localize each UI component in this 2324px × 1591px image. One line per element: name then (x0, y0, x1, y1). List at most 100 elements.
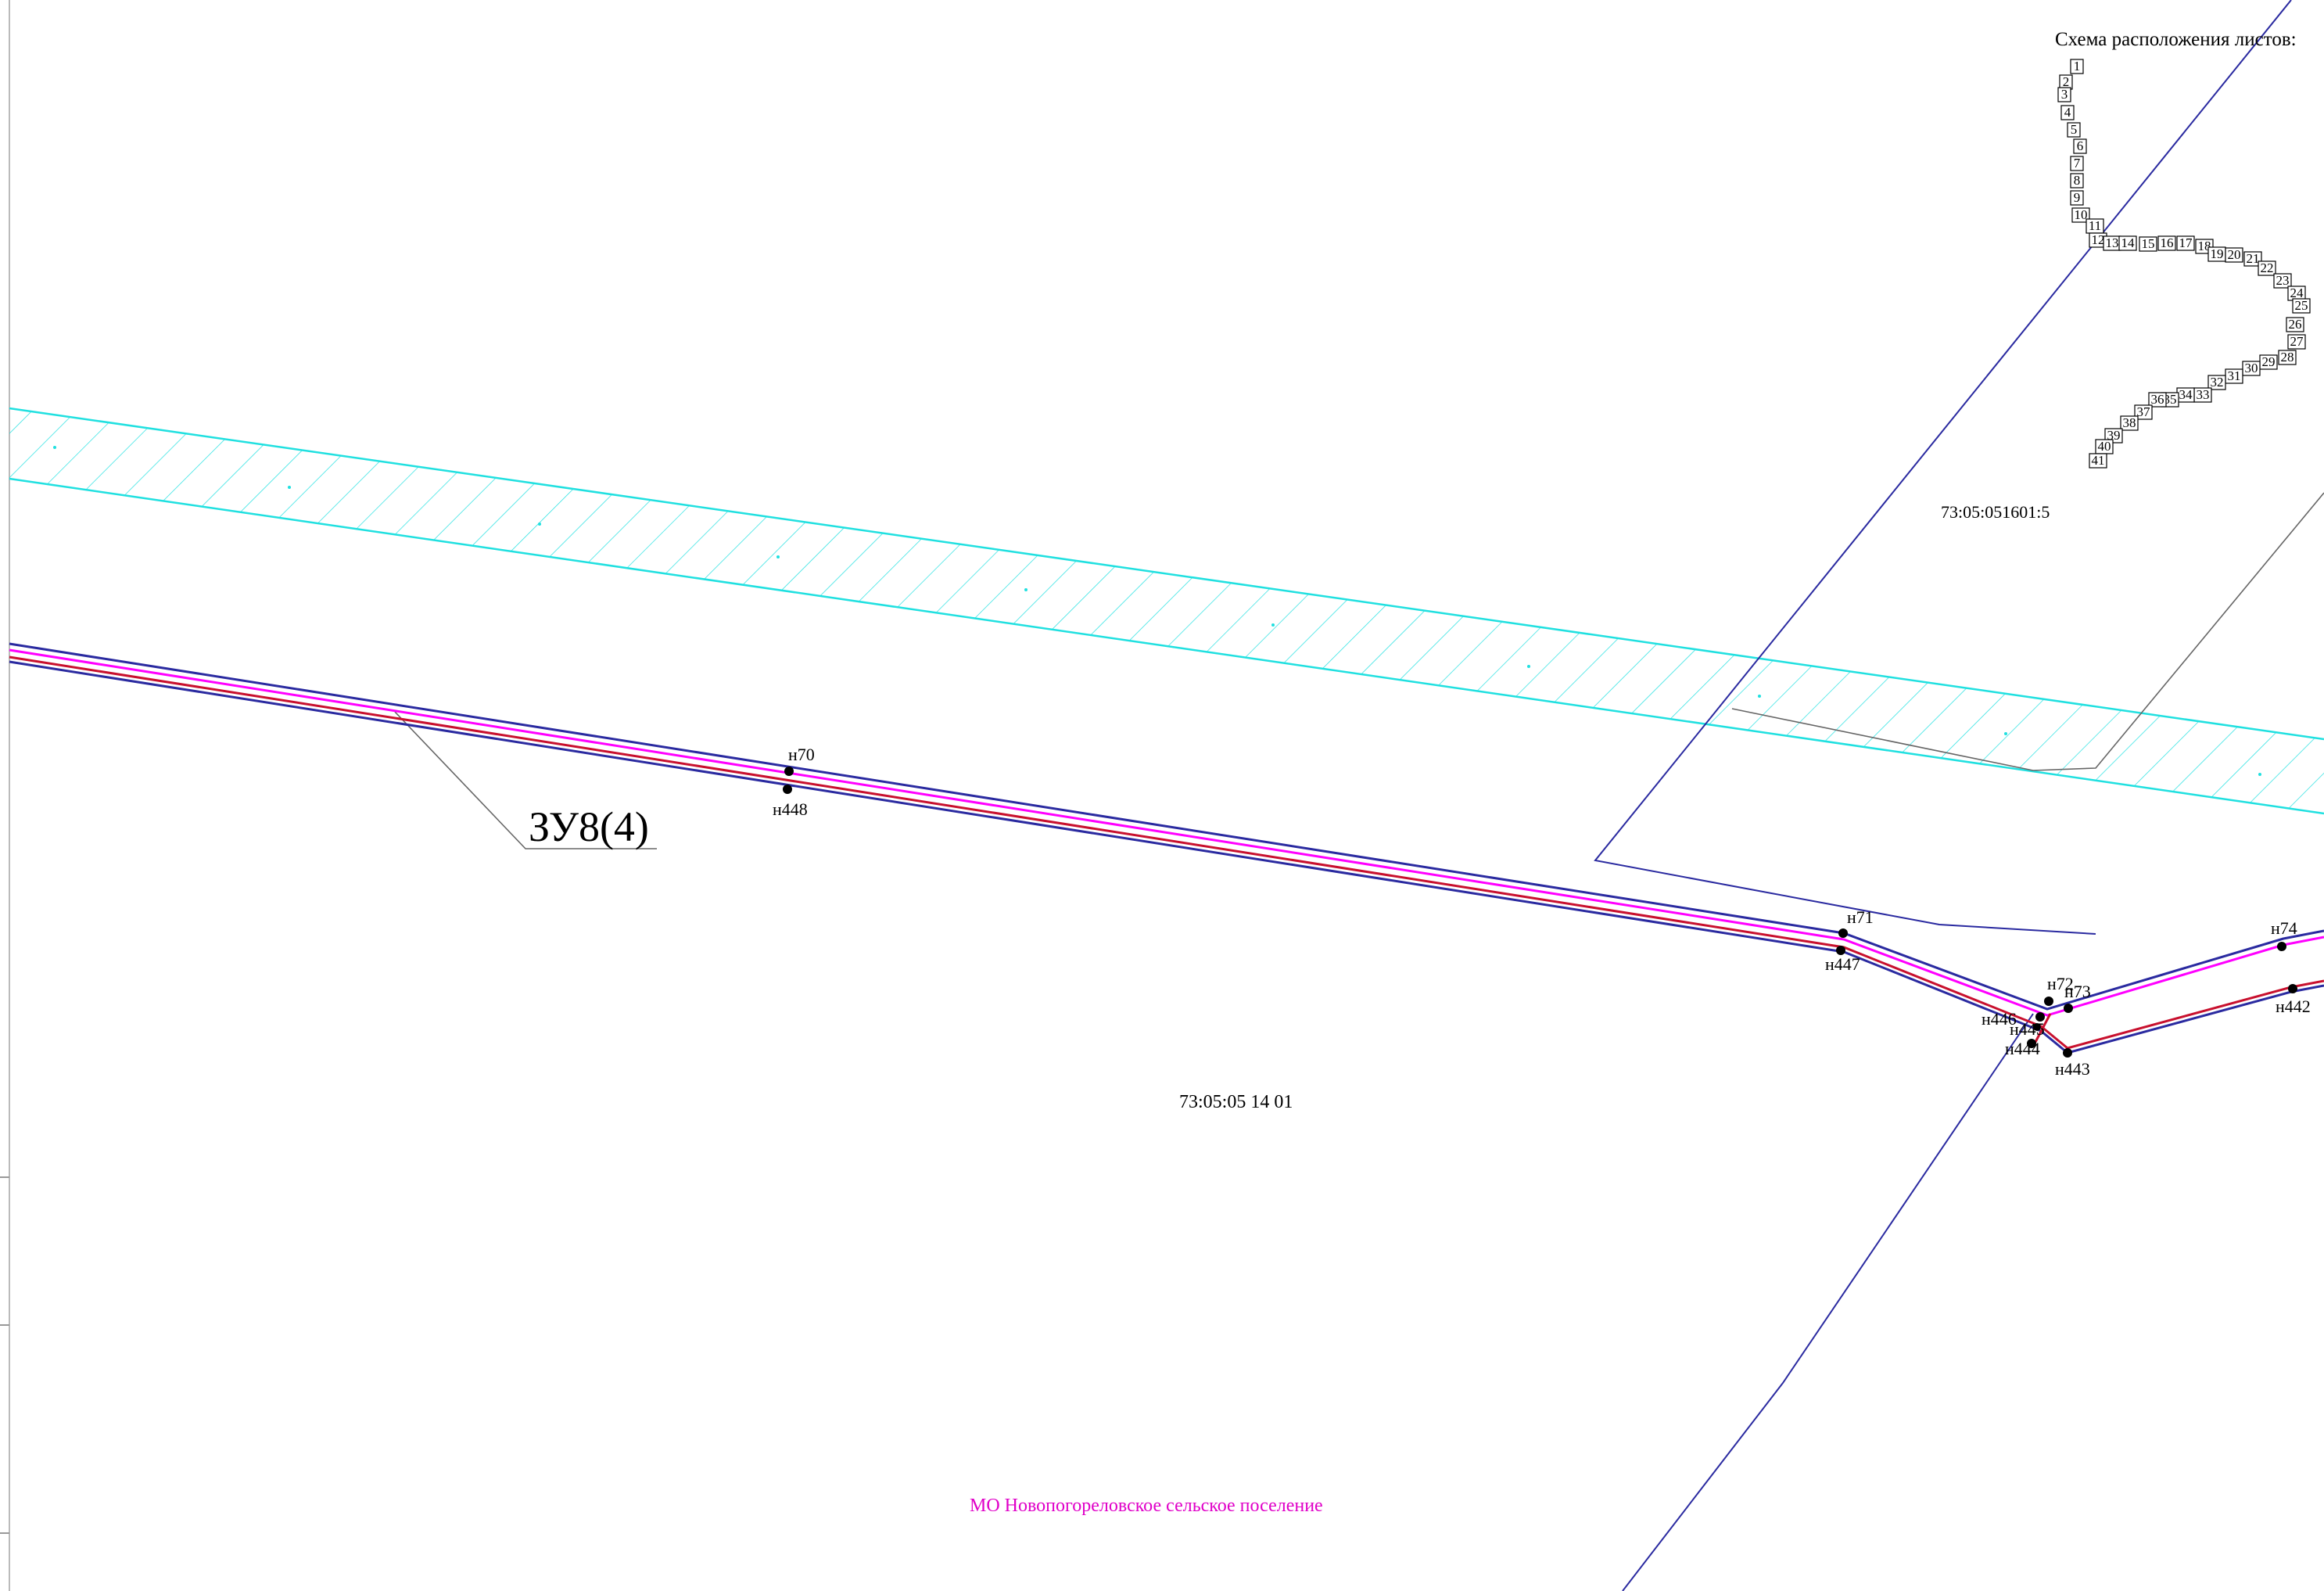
point-n73 (2064, 1004, 2073, 1013)
point-n71 (1838, 928, 1848, 938)
label-n70: н70 (788, 745, 815, 764)
sheet-number: 11 (2089, 218, 2101, 233)
label-n446: н446 (1981, 1009, 2017, 1029)
quarter-number: 73:05:05 14 01 (1179, 1092, 1293, 1112)
sheet-number: 12 (2092, 232, 2105, 247)
sheet-box-33: 33 (2193, 387, 2212, 403)
sheet-number: 28 (2281, 350, 2294, 365)
sheet-box-11: 11 (2086, 218, 2104, 234)
quarter-boundary-lower (1622, 1013, 2034, 1591)
sheet-number: 41 (2092, 453, 2105, 468)
sheet-number: 6 (2077, 138, 2084, 153)
sheet-box-4: 4 (2060, 105, 2075, 120)
sheet-number: 35 (2164, 392, 2177, 407)
sheet-box-5: 5 (2067, 122, 2081, 138)
parcel-boundary-gray (1731, 492, 2324, 771)
point-n447 (1836, 946, 1845, 955)
sheet-number: 21 (2247, 251, 2260, 266)
label-n448: н448 (773, 799, 808, 819)
sheet-box-31: 31 (2225, 368, 2243, 384)
municipality-label: МО Новопогореловское сельское поселение (970, 1496, 1323, 1516)
sheet-number: 31 (2228, 368, 2241, 383)
sheet-number: 22 (2261, 260, 2274, 275)
sheet-box-29: 29 (2259, 354, 2278, 370)
sheet-box-30: 30 (2242, 361, 2261, 376)
sheet-number: 14 (2121, 235, 2136, 250)
sheet-box-8: 8 (2070, 173, 2084, 189)
sheet-box-1: 1 (2070, 59, 2084, 74)
sheet-number: 26 (2289, 317, 2302, 332)
sheet-box-9: 9 (2070, 190, 2084, 206)
sheet-number: 15 (2142, 236, 2155, 251)
sheet-box-41: 41 (2089, 453, 2107, 469)
sheet-number: 37 (2137, 404, 2151, 419)
point-n448 (783, 785, 792, 794)
sheet-number: 4 (2064, 105, 2071, 120)
label-n444: н444 (2005, 1039, 2040, 1058)
sheet-number: 25 (2295, 298, 2308, 313)
point-n445 (2033, 1023, 2041, 1031)
sheet-number: 29 (2262, 354, 2276, 369)
sheet-number: 8 (2074, 173, 2081, 188)
sheet-number: 17 (2179, 235, 2193, 250)
quarter-boundary-diagonal (1594, 0, 2292, 935)
sheet-box-37: 37 (2134, 404, 2153, 420)
sheet-number: 7 (2074, 156, 2081, 171)
sheet-number: 1 (2074, 59, 2081, 74)
point-n74 (2277, 942, 2286, 951)
sheet-number: 18 (2198, 239, 2211, 253)
sheet-number: 5 (2071, 122, 2078, 137)
label-n72: н72 (2047, 974, 2074, 993)
parcel-number-upper: 73:05:051601:5 (1941, 502, 2050, 522)
sheet-number: 30 (2245, 361, 2258, 375)
road-band-dots (53, 446, 2261, 776)
label-n445: н445 (2010, 1019, 2045, 1039)
sheet-scheme-title: Схема расположения листов: (2055, 29, 2297, 50)
sheet-number: 20 (2228, 247, 2241, 262)
sheet-number: 2 (2063, 74, 2070, 89)
sheet-box-21: 21 (2243, 251, 2262, 267)
sheet-box-22: 22 (2258, 260, 2276, 276)
label-n447: н447 (1825, 954, 1860, 974)
sheet-box-15: 15 (2139, 236, 2157, 252)
sheet-box-28: 28 (2278, 350, 2297, 365)
sheet-box-34: 34 (2176, 387, 2195, 403)
sheet-number: 10 (2075, 207, 2088, 222)
sheet-box-12: 12 (2089, 232, 2107, 248)
label-n71: н71 (1847, 907, 1874, 927)
label-n442: н442 (2276, 997, 2311, 1016)
label-n73: н73 (2064, 982, 2091, 1001)
road-band-hatched (9, 408, 2324, 813)
sheet-number: 13 (2106, 235, 2119, 250)
point-n72 (2044, 997, 2053, 1006)
sheet-number: 3 (2061, 87, 2068, 102)
sheet-box-19: 19 (2207, 246, 2226, 262)
sheet-number: 9 (2074, 190, 2081, 205)
sheet-box-27: 27 (2287, 334, 2306, 350)
sheet-box-17: 17 (2176, 235, 2195, 251)
sheet-box-14: 14 (2118, 235, 2137, 251)
sheet-box-25: 25 (2292, 298, 2311, 314)
label-n74: н74 (2271, 918, 2297, 938)
road-band-edge-lower (9, 477, 2324, 815)
sheet-box-24: 24 (2287, 286, 2306, 301)
sheet-number: 23 (2276, 273, 2290, 288)
point-n443 (2063, 1048, 2072, 1058)
sheet-number: 36 (2151, 392, 2164, 407)
label-n443: н443 (2055, 1059, 2090, 1079)
sheet-number: 16 (2161, 235, 2174, 250)
sheet-box-38: 38 (2120, 415, 2139, 431)
sheet-box-13: 13 (2103, 235, 2121, 251)
point-n70 (784, 767, 794, 776)
sheet-number: 39 (2107, 428, 2121, 443)
sheet-number: 34 (2179, 387, 2193, 402)
sheet-number: 27 (2290, 334, 2304, 349)
sheet-box-23: 23 (2273, 273, 2292, 289)
sheet-number: 33 (2197, 387, 2210, 402)
sheet-box-32: 32 (2207, 375, 2226, 390)
plot-leader-line (394, 711, 657, 849)
sheet-box-16: 16 (2157, 235, 2176, 251)
road-band-edge-upper (9, 407, 2324, 741)
sheet-box-7: 7 (2070, 156, 2084, 171)
